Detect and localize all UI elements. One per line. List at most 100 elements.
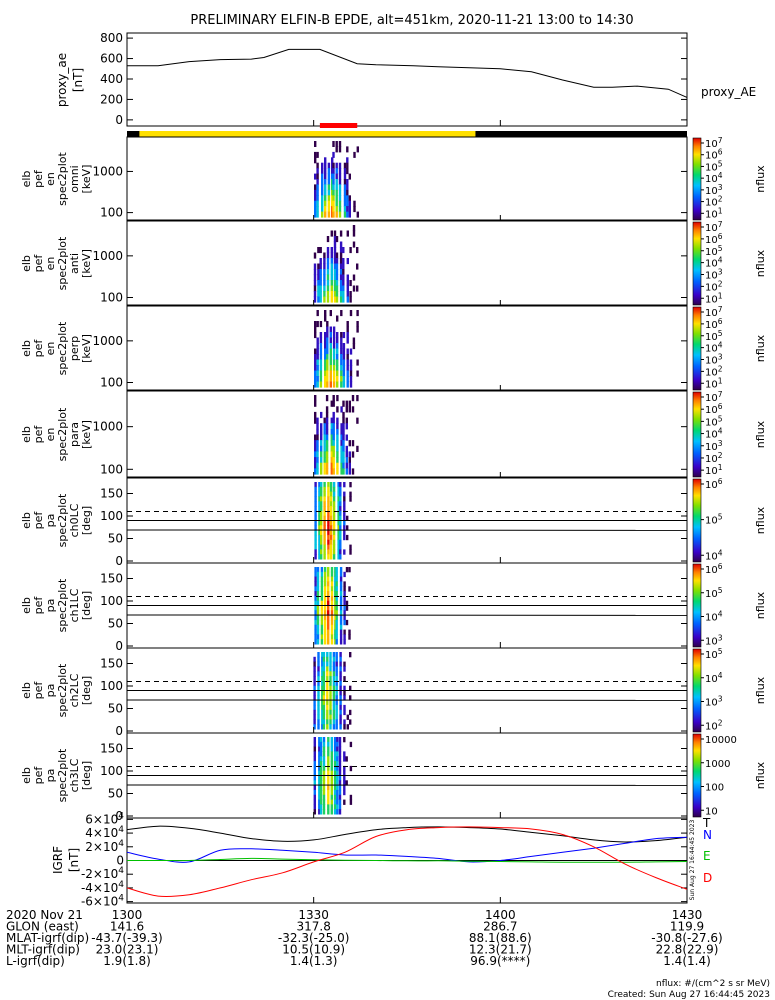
spectrogram-pixel xyxy=(321,162,324,169)
colorbar-tick-label: 105 xyxy=(705,513,723,527)
spectrogram-pixel xyxy=(342,451,345,458)
spectrogram-pixel xyxy=(332,656,336,663)
spectrogram-pixel xyxy=(356,321,359,328)
spectrogram-pixel xyxy=(345,423,348,430)
spectrogram-pixel xyxy=(339,719,342,725)
spectrogram-pixel xyxy=(323,434,326,441)
colorbar xyxy=(692,648,702,733)
spectrogram-pixel xyxy=(333,765,337,772)
spectrogram-pixel xyxy=(343,690,346,696)
colorbar-tick-label: 104 xyxy=(705,671,723,685)
spectrogram-pixel xyxy=(333,247,337,254)
spectrogram-pixel xyxy=(322,719,326,725)
spectrogram-pixel xyxy=(351,395,355,402)
spectrogram-pixel xyxy=(322,765,326,772)
spectrogram-pixel xyxy=(343,685,346,691)
spectrogram-pixel xyxy=(313,695,316,701)
spectrogram-pixel xyxy=(342,343,346,350)
igrf-series-N xyxy=(126,836,688,863)
spectrogram-pixel xyxy=(335,656,338,663)
spectrogram-pixel xyxy=(323,600,327,606)
spectrogram-pixel xyxy=(314,496,317,502)
spectrogram-pixel xyxy=(343,200,347,207)
spectrogram-pixel xyxy=(343,610,346,616)
spectrogram-pixel xyxy=(318,737,321,743)
spectrogram-pixel xyxy=(343,615,346,621)
ytick-label: 150 xyxy=(100,487,123,501)
spectrogram-pixel xyxy=(314,624,317,631)
spectrogram-pixel xyxy=(356,211,359,218)
spectrogram-pixel xyxy=(345,457,348,464)
spectrogram-pixel xyxy=(332,440,335,447)
xaxis-row-value: 1.4(1.4) xyxy=(663,954,711,968)
spectrogram-pixel xyxy=(326,666,329,672)
spectrogram-pixel xyxy=(327,554,330,560)
spectrogram-pixel xyxy=(329,685,332,691)
spectrogram-pixel xyxy=(323,291,326,298)
colorbar-tick-label: 105 xyxy=(705,329,723,343)
spectrogram-pixel xyxy=(320,496,323,502)
spectrogram-pixel xyxy=(314,462,317,469)
spectrogram-pixel xyxy=(318,809,321,815)
spectrogram-pixel xyxy=(327,496,330,502)
spectrogram-pixel xyxy=(313,700,316,706)
spectrogram-pixel xyxy=(335,610,338,616)
spectrogram-pixel xyxy=(339,230,343,237)
spectrogram-pixel xyxy=(327,751,330,757)
spectrogram-pixel xyxy=(317,280,320,287)
spectrogram-pixel xyxy=(314,395,317,402)
igrf-ytick-label: -2×104 xyxy=(81,866,124,881)
spectrogram-pixel xyxy=(339,605,343,611)
spectrogram-pixel xyxy=(346,515,349,521)
spectrogram-pixel xyxy=(323,554,326,560)
spectrogram-pixel xyxy=(321,700,324,706)
ytick-label: 150 xyxy=(100,742,123,756)
science-zone-marker xyxy=(319,123,358,128)
colorbar-label: nflux xyxy=(754,676,767,704)
spectrogram-pixel xyxy=(316,200,319,207)
spectrogram-pixel xyxy=(322,785,326,791)
spectrogram-pixel xyxy=(321,195,324,202)
colorbar xyxy=(692,563,702,648)
spectrogram-pixel xyxy=(342,247,345,254)
spectrogram-pixel xyxy=(320,544,323,550)
spectrogram-pixel xyxy=(321,200,324,207)
spectrogram-pixel xyxy=(337,486,340,493)
igrf-legend-D: D xyxy=(703,871,712,885)
spectrogram-pixel xyxy=(322,746,326,752)
panel-ylabel-line: elb xyxy=(20,426,33,443)
spectrogram-pixel xyxy=(339,258,343,265)
panel-frame xyxy=(126,305,688,392)
spectrogram-pixel xyxy=(320,595,324,602)
spectrogram-pixel xyxy=(349,544,352,550)
spectrogram-pixel xyxy=(349,381,353,388)
spectrogram-pixel xyxy=(334,619,337,626)
spectrogram-pixel xyxy=(314,600,317,606)
igrf-ytick-label: 4×104 xyxy=(85,825,124,840)
panel-ylabel-line: spec2plot xyxy=(56,578,69,632)
spectrogram-pixel xyxy=(342,376,346,383)
spectrogram-pixel xyxy=(353,206,356,213)
spectrogram-pixel xyxy=(316,619,320,626)
xaxis-row-value: 1.9(1.8) xyxy=(103,954,151,968)
spectrogram-pixel xyxy=(348,400,351,407)
xaxis-row-value: 1300 xyxy=(112,908,143,922)
spectrogram-pixel xyxy=(330,274,333,281)
spectrogram-pixel xyxy=(331,157,334,164)
spectrogram-pixel xyxy=(330,591,334,597)
spectrogram-pixel xyxy=(336,770,339,776)
spectrogram-pixel xyxy=(330,445,333,452)
spectrogram-pixel xyxy=(329,486,333,493)
spectrogram-pixel xyxy=(323,496,326,502)
spectrogram-pixel xyxy=(338,770,342,776)
spectrogram-pixel xyxy=(339,486,342,493)
spectrogram-pixel xyxy=(329,656,332,663)
spectrogram-pixel xyxy=(338,765,342,772)
spectrogram-pixel xyxy=(316,151,319,158)
spectrogram-pixel xyxy=(342,423,345,430)
spectrogram-pixel xyxy=(320,549,323,555)
spectrogram-pixel xyxy=(336,765,339,772)
spectrogram-pixel xyxy=(332,700,336,706)
spectrogram-pixel xyxy=(321,661,324,667)
